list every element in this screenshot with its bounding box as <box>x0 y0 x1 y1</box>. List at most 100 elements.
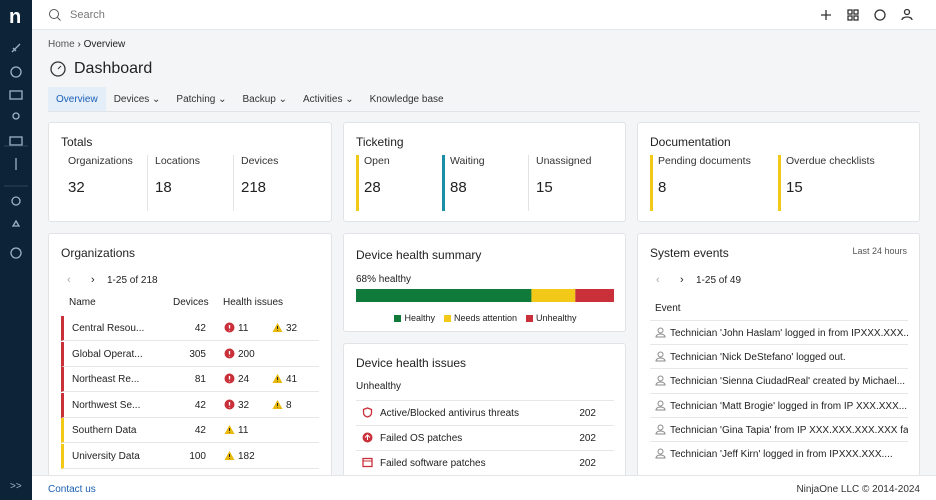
column-header: Devices <box>173 297 209 308</box>
org-devices: 42 <box>194 425 206 436</box>
tab[interactable]: Patching ⌄ <box>176 94 227 105</box>
legend-swatch <box>443 314 451 322</box>
stat-label: Open <box>364 155 390 167</box>
page-title: Dashboard <box>74 60 153 77</box>
copyright: NinjaOne LLC © 2014-2024 <box>796 484 920 495</box>
org-row[interactable]: Southern Data 42 11 <box>61 418 319 443</box>
org-row[interactable]: University Data 100 182 <box>61 443 319 469</box>
card-title: Device health summary <box>356 248 482 262</box>
stat-value: 15 <box>786 179 803 196</box>
stat-label: Waiting <box>450 155 485 167</box>
subtitle: Unhealthy <box>356 381 402 392</box>
user-icon <box>655 424 666 435</box>
ticketing-card: Ticketing Open 28 Waiting 88 Unassigned 15 <box>343 122 626 222</box>
nav-icon[interactable] <box>11 196 21 206</box>
event-row[interactable]: Technician 'Jeff Kirn' logged in from IP… <box>650 441 908 465</box>
nav-icon[interactable] <box>9 136 23 146</box>
warnings: 11 <box>224 424 248 436</box>
legend-item: Healthy <box>394 313 435 323</box>
user-icon <box>655 375 666 386</box>
nav-icon[interactable] <box>9 90 23 100</box>
system-events-card: System events Last 24 hours ‹ › 1-25 of … <box>637 233 920 493</box>
contact-link[interactable]: Contact us <box>48 484 96 495</box>
tabs: Overview Devices ⌄ Patching ⌄ Backup ⌄ Activ… <box>48 87 452 111</box>
legend-swatch <box>394 314 402 322</box>
stat: Waiting 88 <box>442 155 485 211</box>
stat-label: Locations <box>155 155 200 167</box>
event-text: Technician 'Nick DeStefano' logged out. <box>670 352 846 364</box>
issue-icon <box>362 407 373 418</box>
warning-icon <box>272 374 283 383</box>
nav-icon[interactable] <box>11 43 21 53</box>
column-header: Event <box>655 303 681 314</box>
tab[interactable]: Knowledge base <box>369 94 444 105</box>
help[interactable] <box>874 9 886 21</box>
issue-row[interactable]: Failed OS patches 202 <box>356 425 614 450</box>
column-header: Name <box>69 297 96 308</box>
totals-card: Totals Organizations 32 Locations 18 Devices 2… <box>48 122 332 222</box>
tab[interactable]: Activities ⌄ <box>303 94 354 105</box>
event-text: Technician 'Matt Brogie' logged in from … <box>670 400 908 412</box>
stat-label: Devices <box>241 155 279 167</box>
user-icon <box>655 351 666 362</box>
logo[interactable]: n <box>9 6 22 28</box>
issue-row[interactable]: Failed software patches 202 <box>356 450 614 475</box>
nav-icon[interactable] <box>10 247 22 259</box>
org-row[interactable]: Central Resou... 42 11 32 <box>61 316 319 341</box>
org-row[interactable]: Northeast Re... 81 24 41 <box>61 367 319 392</box>
next-page[interactable]: › <box>680 274 684 286</box>
card-title: Documentation <box>650 135 731 149</box>
stat-value: 18 <box>155 179 172 196</box>
crumb[interactable]: Home <box>48 39 75 50</box>
add[interactable] <box>821 10 831 20</box>
warnings: 8 <box>272 399 292 411</box>
tab[interactable]: Backup ⌄ <box>242 94 288 105</box>
health-bar <box>356 289 614 302</box>
search-icon <box>49 9 61 21</box>
org-row[interactable]: Global Operat... 305 200 <box>61 341 319 367</box>
top-actions <box>821 8 913 21</box>
card-title: Organizations <box>61 246 136 260</box>
stat-label: Unassigned <box>536 155 592 167</box>
next-page[interactable]: › <box>91 274 95 286</box>
warning-count: 182 <box>238 450 255 462</box>
documentation-card: Documentation Pending documents 8 Overdue c… <box>637 122 920 222</box>
prev-page[interactable]: ‹ <box>67 274 71 286</box>
tab[interactable]: Overview <box>48 87 106 111</box>
nav-icon[interactable] <box>11 219 21 227</box>
org-devices: 42 <box>194 399 206 411</box>
stat-label: Overdue checklists <box>786 155 875 167</box>
org-devices: 42 <box>194 323 206 334</box>
card-title: Ticketing <box>356 135 404 149</box>
issue-count: 202 <box>579 433 596 444</box>
unhealthy-count: 24 <box>238 374 250 385</box>
warnings: 32 <box>272 322 297 334</box>
unhealthy-count: 11 <box>238 323 249 334</box>
tab[interactable]: Devices ⌄ <box>113 94 161 105</box>
stat-label: Pending documents <box>658 155 751 167</box>
health-summary-card: Device health summary 68% healthy Health… <box>343 233 626 332</box>
account[interactable] <box>901 16 913 21</box>
event-row[interactable]: Technician 'Gina Tapia' from IP XXX.XXX.… <box>650 416 908 441</box>
event-row[interactable]: Technician 'Matt Brogie' logged in from … <box>650 392 908 417</box>
error-icon <box>224 322 235 333</box>
event-row[interactable]: Technician 'Nick DeStefano' logged out. <box>650 344 908 368</box>
error-icon <box>224 348 235 358</box>
stat: Open 28 <box>356 155 390 211</box>
org-row[interactable]: Northwest Se... 42 32 8 <box>61 392 319 418</box>
event-row[interactable]: Technician 'Sienna CiudadReal' created b… <box>650 368 908 392</box>
issue-row[interactable]: Active/Blocked antivirus threats 202 <box>356 400 614 425</box>
search[interactable]: Search <box>70 9 105 21</box>
collapse[interactable]: >> <box>10 481 22 492</box>
unhealthy: 11 <box>224 322 248 334</box>
event-row[interactable]: Technician 'John Haslam' logged in from … <box>650 320 908 344</box>
issue-label: Failed software patches <box>380 458 486 469</box>
footer: Contact us NinjaOne LLC © 2014-2024 <box>32 475 936 500</box>
nav-icon[interactable] <box>12 112 20 120</box>
dashboard-icon <box>50 61 66 77</box>
range: Last 24 hours <box>852 246 907 256</box>
stat-value: 218 <box>241 179 267 196</box>
prev-page[interactable]: ‹ <box>656 274 660 286</box>
nav-icon[interactable] <box>10 66 22 78</box>
